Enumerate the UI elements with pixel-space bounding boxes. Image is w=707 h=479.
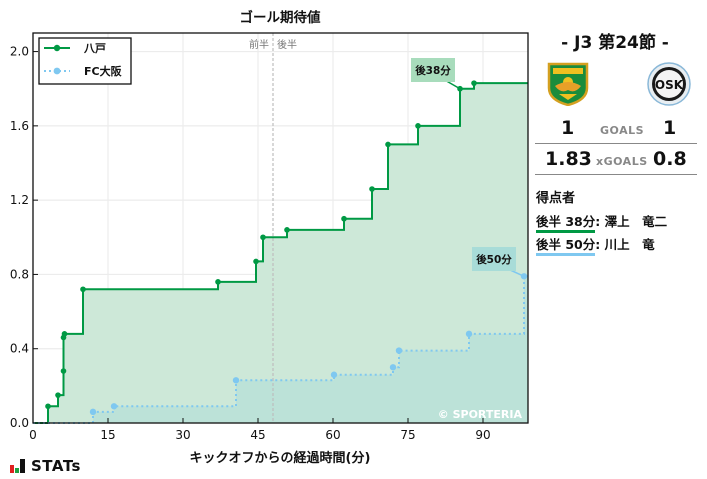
bar-chart-logo-icon	[10, 459, 25, 473]
xgoals-row: 1.83 xGOALS 0.8	[535, 148, 697, 175]
x-axis-label: キックオフからの経過時間(分)	[190, 450, 371, 466]
y-tick-label: 0.4	[10, 342, 29, 356]
x-tick-label: 60	[325, 428, 340, 442]
scorers-title: 得点者	[536, 191, 576, 206]
x-tick-label: 45	[250, 428, 265, 442]
away-crest-icon: OSK	[647, 62, 691, 106]
svg-text:後38分: 後38分	[414, 64, 451, 77]
watermark: © SPORTERIA	[438, 408, 523, 421]
chart-title: ゴール期待値	[240, 9, 321, 26]
legend: 八戸 FC大阪	[38, 37, 132, 85]
data-point	[80, 286, 86, 293]
x-tick-label: 90	[475, 428, 490, 442]
home-crest-icon	[547, 62, 589, 106]
away-xgoals: 0.8	[653, 148, 687, 170]
y-tick-label: 1.6	[10, 119, 29, 133]
area-fills	[33, 83, 528, 424]
data-point	[260, 234, 266, 241]
data-point	[89, 408, 97, 416]
data-point	[389, 364, 397, 371]
home-xgoals: 1.83	[545, 148, 592, 170]
legend-home-label: 八戸	[83, 42, 106, 55]
legend-away-label: FC大阪	[84, 64, 123, 78]
away-goals: 1	[663, 117, 677, 139]
data-point	[110, 403, 118, 410]
scorer-item: 後半 38分: 澤上 竜二	[536, 211, 667, 233]
legend-away-marker-icon	[53, 67, 61, 75]
x-tick-label: 0	[29, 428, 37, 442]
xgoals-label: xGOALS	[596, 155, 648, 168]
home-series	[33, 80, 528, 424]
data-point	[330, 371, 338, 378]
plot-frame	[32, 32, 529, 424]
data-point	[55, 392, 61, 398]
brand-name: STATs	[31, 457, 81, 475]
x-tick-label: 15	[100, 428, 115, 442]
home-area-fill	[33, 83, 528, 424]
match-title: - J3 第24節 -	[561, 33, 669, 53]
goals-label: GOALS	[600, 124, 645, 137]
data-point	[215, 279, 221, 285]
scorer-item: 後半 50分: 川上 竜	[536, 234, 655, 256]
data-point	[415, 123, 421, 129]
svg-text:OSK: OSK	[655, 78, 684, 92]
y-tick-label: 2.0	[10, 45, 29, 59]
home-goals: 1	[561, 117, 575, 139]
match-summary-panel: - J3 第24節 - OSK 1 GOALS 1 1.83 xGOALS 0.…	[535, 0, 707, 479]
y-tick-label: 1.2	[10, 193, 29, 207]
goal-annotation: 後50分	[472, 247, 525, 277]
away-area-fill	[33, 276, 528, 423]
scorer-name: : 澤上 竜二	[595, 214, 668, 229]
data-point	[284, 227, 290, 233]
scorer-time: 後半 50分	[536, 234, 596, 256]
goals-row: 1 GOALS 1	[535, 117, 697, 144]
stats-brand-logo: STATs	[10, 457, 81, 475]
data-point	[253, 258, 259, 265]
data-point	[471, 80, 477, 86]
data-point	[61, 331, 68, 337]
svg-text:後50分: 後50分	[475, 253, 512, 266]
second-half-label: 後半	[277, 38, 297, 51]
first-half-label: 前半	[249, 38, 269, 51]
data-point	[385, 141, 391, 148]
data-point	[45, 403, 51, 410]
y-tick-label: 0.8	[10, 267, 29, 281]
y-tick-label: 0.0	[10, 416, 29, 430]
data-point	[232, 377, 240, 384]
data-point	[369, 186, 375, 192]
scorer-name: : 川上 竜	[595, 237, 655, 252]
goal-annotation: 後38分	[411, 58, 461, 90]
x-tick-label: 30	[175, 428, 190, 442]
data-point	[60, 368, 67, 374]
data-point	[465, 330, 473, 338]
scorer-time: 後半 38分	[536, 211, 596, 233]
legend-home-marker-icon	[53, 44, 61, 52]
axis-ticks: 0 15 30 45 60 75 90 0.0 0.4 0.8 1.2 1.6 2.0	[10, 45, 491, 442]
data-point	[395, 347, 403, 354]
data-point	[341, 215, 347, 222]
x-tick-label: 75	[400, 428, 415, 442]
